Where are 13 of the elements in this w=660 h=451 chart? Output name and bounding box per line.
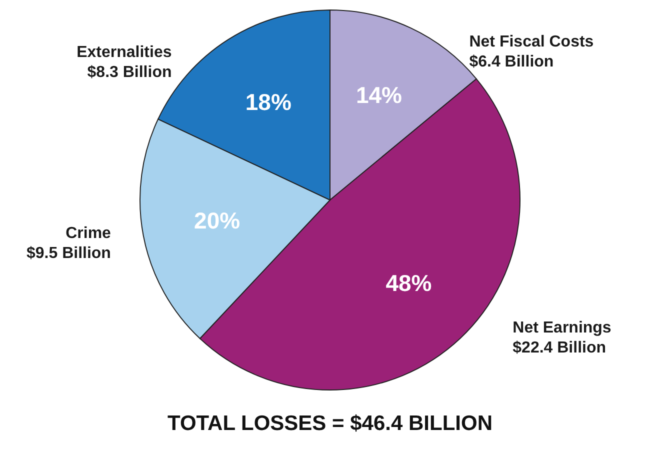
text: $9.5 Billion (26, 244, 111, 262)
data-label: 18% (245, 88, 292, 115)
text: TOTAL LOSSES = $46.4 BILLION (168, 412, 492, 435)
slice-label: Crime (66, 224, 112, 242)
slice-label: Externalities (76, 44, 172, 62)
text: $22.4 Billion (512, 340, 606, 357)
data-label: 20% (194, 208, 240, 234)
slice-label: Net Fiscal Costs (469, 34, 594, 51)
text: $8.3 Billion (87, 64, 172, 82)
data-label: 48% (386, 270, 432, 296)
data-label: 14% (356, 82, 402, 108)
slice-label: Net Earnings (512, 320, 612, 337)
text: $6.4 Billion (469, 54, 554, 71)
